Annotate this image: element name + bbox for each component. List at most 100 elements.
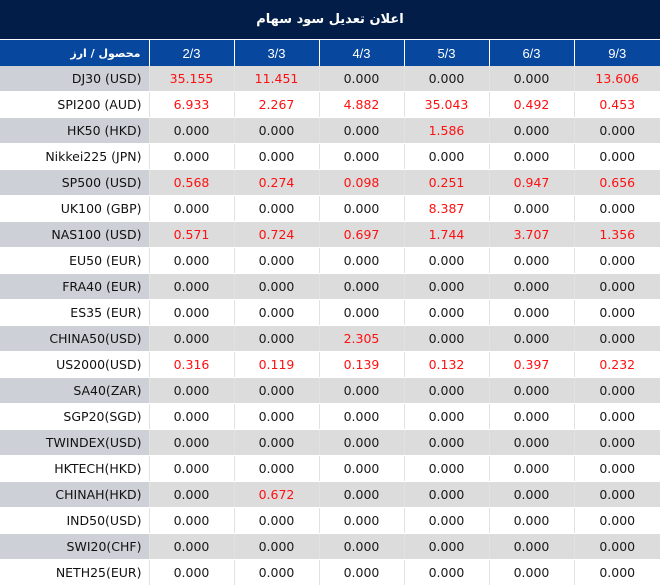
dividend-value-cell: 0.000 xyxy=(319,429,405,456)
page-title: اعلان تعدیل سود سهام xyxy=(0,0,660,40)
dividend-value-cell: 0.000 xyxy=(319,273,405,300)
column-header-date: 4/3 xyxy=(319,40,405,66)
dividend-value-cell: 0.000 xyxy=(404,455,490,482)
dividend-value-cell: 0.568 xyxy=(149,169,235,196)
table-row: TWINDEX(USD) 0.000 0.000 0.000 0.000 0.000 0.0… xyxy=(0,429,660,456)
product-name-cell: ES35 (EUR) xyxy=(0,299,150,326)
dividend-value-cell: 0.000 xyxy=(574,247,660,274)
table-header-row: محصول / ارز 2/3 3/3 4/3 5/3 6/3 9/3 xyxy=(0,40,660,66)
product-name-cell: SP500 (USD) xyxy=(0,169,150,196)
dividend-value-cell: 0.274 xyxy=(234,169,320,196)
dividend-value-cell: 0.000 xyxy=(489,377,575,404)
product-name-cell: NAS100 (USD) xyxy=(0,221,150,248)
dividend-value-cell: 0.000 xyxy=(149,273,235,300)
dividend-value-cell: 0.098 xyxy=(319,169,405,196)
dividend-value-cell: 0.000 xyxy=(234,143,320,170)
column-header-date: 9/3 xyxy=(574,40,660,66)
dividend-value-cell: 0.316 xyxy=(149,351,235,378)
product-name-cell: EU50 (EUR) xyxy=(0,247,150,274)
product-name-cell: HK50 (HKD) xyxy=(0,117,150,144)
dividend-value-cell: 0.000 xyxy=(404,403,490,430)
dividend-value-cell: 0.000 xyxy=(489,273,575,300)
table-row: SPI200 (AUD) 6.933 2.267 4.882 35.043 0.492 0.… xyxy=(0,91,660,118)
dividend-table: محصول / ارز 2/3 3/3 4/3 5/3 6/3 9/3 DJ30… xyxy=(0,40,660,586)
dividend-value-cell: 0.000 xyxy=(574,481,660,508)
dividend-value-cell: 0.000 xyxy=(149,481,235,508)
table-row: SGP20(SGD) 0.000 0.000 0.000 0.000 0.000 0.000 xyxy=(0,403,660,430)
table-row: IND50(USD) 0.000 0.000 0.000 0.000 0.000 0.000 xyxy=(0,507,660,534)
dividend-value-cell: 0.000 xyxy=(404,273,490,300)
dividend-value-cell: 0.000 xyxy=(574,533,660,560)
dividend-value-cell: 0.000 xyxy=(404,533,490,560)
dividend-value-cell: 0.139 xyxy=(319,351,405,378)
product-name-cell: CHINA50(USD) xyxy=(0,325,150,352)
dividend-value-cell: 0.000 xyxy=(234,403,320,430)
dividend-value-cell: 6.933 xyxy=(149,91,235,118)
dividend-value-cell: 0.000 xyxy=(149,559,235,586)
dividend-value-cell: 0.000 xyxy=(404,299,490,326)
dividend-value-cell: 0.000 xyxy=(234,325,320,352)
table-row: HK50 (HKD) 0.000 0.000 0.000 1.586 0.000 0.000 xyxy=(0,117,660,144)
table-row: NAS100 (USD) 0.571 0.724 0.697 1.744 3.707 1.3… xyxy=(0,221,660,248)
dividend-value-cell: 0.000 xyxy=(234,559,320,586)
dividend-value-cell: 8.387 xyxy=(404,195,490,222)
dividend-value-cell: 0.000 xyxy=(319,507,405,534)
table-row: CHINAH(HKD) 0.000 0.672 0.000 0.000 0.000 0.00… xyxy=(0,481,660,508)
dividend-value-cell: 0.000 xyxy=(489,299,575,326)
dividend-value-cell: 0.000 xyxy=(319,455,405,482)
dividend-value-cell: 0.000 xyxy=(489,481,575,508)
dividend-value-cell: 35.043 xyxy=(404,91,490,118)
dividend-value-cell: 0.000 xyxy=(574,507,660,534)
dividend-value-cell: 0.000 xyxy=(404,377,490,404)
dividend-value-cell: 0.000 xyxy=(319,299,405,326)
product-name-cell: SGP20(SGD) xyxy=(0,403,150,430)
dividend-value-cell: 0.251 xyxy=(404,169,490,196)
dividend-value-cell: 0.000 xyxy=(149,143,235,170)
dividend-value-cell: 0.000 xyxy=(489,403,575,430)
dividend-value-cell: 0.000 xyxy=(574,377,660,404)
dividend-value-cell: 0.000 xyxy=(404,507,490,534)
dividend-value-cell: 0.656 xyxy=(574,169,660,196)
column-header-date: 3/3 xyxy=(234,40,320,66)
dividend-value-cell: 0.453 xyxy=(574,91,660,118)
dividend-value-cell: 13.606 xyxy=(574,66,660,92)
dividend-value-cell: 0.492 xyxy=(489,91,575,118)
dividend-value-cell: 0.000 xyxy=(574,559,660,586)
dividend-value-cell: 0.000 xyxy=(489,247,575,274)
dividend-value-cell: 0.000 xyxy=(234,247,320,274)
product-name-cell: SWI20(CHF) xyxy=(0,533,150,560)
dividend-value-cell: 11.451 xyxy=(234,66,320,92)
dividend-value-cell: 0.000 xyxy=(404,66,490,92)
dividend-value-cell: 0.232 xyxy=(574,351,660,378)
table-row: EU50 (EUR) 0.000 0.000 0.000 0.000 0.000 0.000 xyxy=(0,247,660,274)
dividend-value-cell: 0.000 xyxy=(574,273,660,300)
table-row: DJ30 (USD) 35.155 11.451 0.000 0.000 0.000 13.… xyxy=(0,66,660,92)
table-row: SWI20(CHF) 0.000 0.000 0.000 0.000 0.000 0.000 xyxy=(0,533,660,560)
table-row: Nikkei225 (JPN) 0.000 0.000 0.000 0.000 0.000… xyxy=(0,143,660,170)
dividend-value-cell: 0.000 xyxy=(149,195,235,222)
dividend-value-cell: 0.571 xyxy=(149,221,235,248)
dividend-value-cell: 0.000 xyxy=(489,325,575,352)
dividend-value-cell: 0.000 xyxy=(319,559,405,586)
dividend-value-cell: 0.000 xyxy=(489,66,575,92)
dividend-value-cell: 0.000 xyxy=(319,195,405,222)
table-row: HKTECH(HKD) 0.000 0.000 0.000 0.000 0.000 0.00… xyxy=(0,455,660,482)
dividend-value-cell: 0.000 xyxy=(319,533,405,560)
dividend-value-cell: 0.000 xyxy=(404,429,490,456)
dividend-value-cell: 0.000 xyxy=(574,299,660,326)
dividend-value-cell: 0.000 xyxy=(404,143,490,170)
table-row: FRA40 (EUR) 0.000 0.000 0.000 0.000 0.000 0.00… xyxy=(0,273,660,300)
dividend-value-cell: 2.305 xyxy=(319,325,405,352)
dividend-value-cell: 0.000 xyxy=(149,117,235,144)
dividend-value-cell: 0.000 xyxy=(149,299,235,326)
dividend-value-cell: 0.000 xyxy=(404,481,490,508)
dividend-value-cell: 1.356 xyxy=(574,221,660,248)
dividend-value-cell: 0.000 xyxy=(234,507,320,534)
dividend-value-cell: 0.000 xyxy=(149,377,235,404)
product-name-cell: IND50(USD) xyxy=(0,507,150,534)
table-row: US2000(USD) 0.316 0.119 0.139 0.132 0.397 0.23… xyxy=(0,351,660,378)
table-row: ES35 (EUR) 0.000 0.000 0.000 0.000 0.000 0.000 xyxy=(0,299,660,326)
dividend-value-cell: 0.000 xyxy=(149,403,235,430)
dividend-value-cell: 1.586 xyxy=(404,117,490,144)
